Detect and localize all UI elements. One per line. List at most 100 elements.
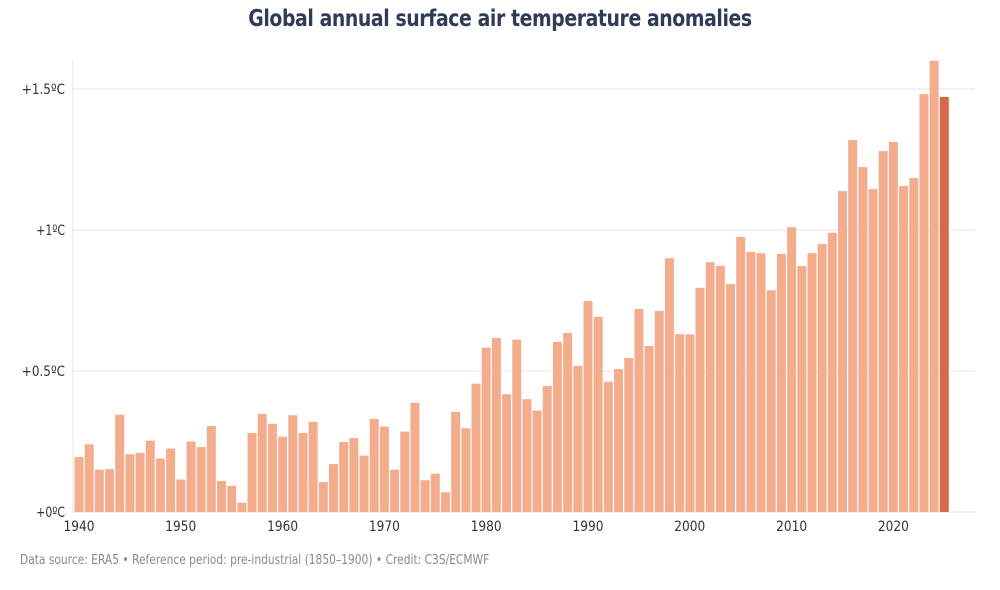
bars — [74, 60, 949, 513]
bar-2015 — [838, 191, 847, 513]
y-tick-label: +0ºC — [36, 505, 65, 521]
bar-1956 — [237, 502, 247, 512]
bar-1980 — [481, 347, 491, 512]
y-tick-label: +1.5ºC — [22, 82, 65, 98]
bar-1996 — [644, 345, 654, 512]
bar-1941 — [84, 444, 94, 512]
bar-2004 — [726, 284, 736, 512]
x-tick-label: 1950 — [165, 519, 196, 535]
x-tick-label: 2020 — [878, 519, 909, 535]
bar-2013 — [817, 244, 827, 512]
bar-1990 — [583, 301, 593, 512]
bar-1947 — [145, 440, 155, 512]
bar-1995 — [634, 308, 644, 512]
bar-1954 — [217, 480, 227, 512]
bar-2006 — [746, 251, 756, 512]
y-tick-label: +1ºC — [36, 223, 65, 239]
bar-2001 — [695, 287, 705, 512]
bar-1973 — [410, 402, 420, 512]
bar-1997 — [654, 310, 664, 512]
bar-1971 — [390, 469, 400, 512]
bar-1970 — [379, 426, 389, 512]
bar-1992 — [603, 381, 613, 512]
bar-1961 — [288, 415, 298, 512]
bar-2008 — [766, 290, 776, 512]
bar-1979 — [471, 383, 481, 512]
bar-2022 — [909, 178, 919, 512]
bar-1946 — [135, 452, 145, 512]
bar-1944 — [115, 414, 125, 512]
bar-1993 — [614, 369, 624, 512]
bar-2021 — [899, 186, 909, 512]
x-tick-label: 1970 — [369, 519, 400, 535]
chart-title: Global annual surface air temperature an… — [248, 6, 752, 32]
bar-1964 — [318, 482, 328, 512]
bar-1976 — [440, 492, 450, 512]
bar-1978 — [461, 428, 471, 512]
bar-1967 — [349, 438, 359, 512]
bar-1981 — [491, 338, 501, 512]
bar-1948 — [155, 458, 165, 512]
bar-2010 — [787, 227, 797, 512]
bar-1968 — [359, 455, 369, 512]
bar-1974 — [420, 480, 430, 512]
bar-1994 — [624, 358, 634, 512]
bar-1953 — [206, 425, 216, 512]
bar-1951 — [186, 441, 196, 512]
bar-1959 — [267, 423, 277, 512]
bar-1966 — [339, 442, 349, 512]
bar-2012 — [807, 253, 817, 512]
bar-1965 — [329, 464, 338, 512]
bar-1950 — [176, 479, 186, 512]
footer-credit: Data source: ERA5 • Reference period: pr… — [20, 553, 490, 568]
x-tick-label: 1990 — [573, 519, 604, 535]
bar-2007 — [756, 253, 766, 512]
bar-1987 — [552, 341, 562, 512]
bar-1983 — [512, 339, 522, 512]
x-tick-label: 1940 — [64, 519, 95, 535]
bar-2018 — [868, 189, 878, 513]
bar-1972 — [400, 431, 410, 512]
bar-2020 — [888, 142, 898, 513]
bar-1991 — [593, 316, 603, 512]
bar-1963 — [308, 421, 318, 512]
x-tick-label: 1980 — [471, 519, 502, 535]
y-tick-label: +0.5ºC — [22, 364, 65, 380]
bar-2025 — [939, 96, 949, 513]
bar-1969 — [369, 418, 379, 512]
bar-1952 — [196, 447, 206, 512]
bar-1975 — [430, 473, 440, 512]
bar-2005 — [736, 237, 746, 513]
bar-1949 — [166, 448, 176, 512]
bar-2011 — [797, 266, 807, 512]
bar-2016 — [848, 140, 858, 513]
bar-2000 — [685, 334, 695, 512]
bar-1989 — [573, 365, 583, 512]
bar-2003 — [715, 265, 725, 512]
bar-1984 — [522, 399, 532, 512]
bar-1999 — [675, 334, 685, 512]
bar-2023 — [919, 94, 929, 513]
bar-2024 — [929, 60, 939, 513]
bar-1988 — [563, 332, 573, 512]
x-axis: 1940 1950 1960 1970 1980 1990 2000 2010 2020 — [64, 519, 909, 535]
x-tick-label: 2000 — [674, 519, 705, 535]
bar-2002 — [705, 262, 715, 512]
bar-1958 — [257, 413, 267, 512]
bar-1986 — [542, 385, 552, 512]
bar-1955 — [227, 485, 237, 512]
bar-1977 — [451, 411, 461, 512]
bar-2019 — [878, 151, 888, 513]
bar-2014 — [827, 232, 837, 512]
bar-2009 — [776, 253, 786, 512]
bar-1982 — [502, 394, 512, 512]
bar-1942 — [94, 469, 104, 512]
bar-1943 — [105, 469, 115, 512]
bar-1998 — [664, 258, 674, 512]
bar-1940 — [74, 457, 84, 512]
bar-1945 — [125, 454, 135, 512]
x-tick-label: 2010 — [776, 519, 807, 535]
y-axis: +0ºC +0.5ºC +1ºC +1.5ºC — [22, 82, 65, 521]
bar-1957 — [247, 433, 257, 512]
